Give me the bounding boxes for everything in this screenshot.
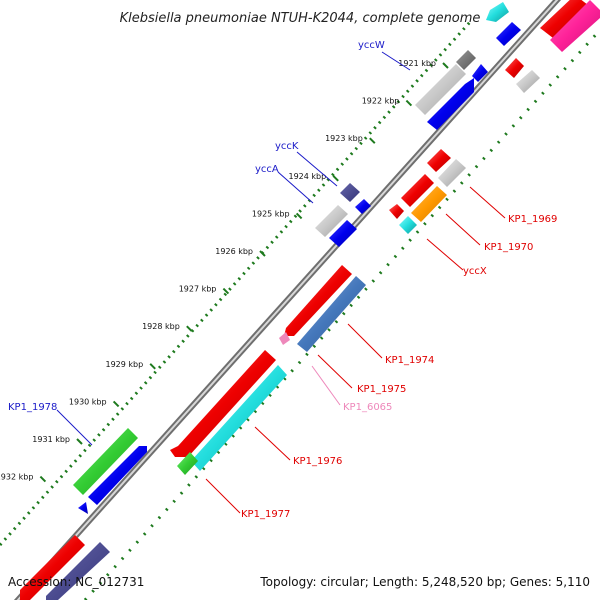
label-KP1_6065[interactable]: KP1_6065 [343, 402, 392, 413]
kbp-tick [76, 438, 83, 445]
outer-tick-track [0, 20, 472, 547]
kbp-tick [222, 287, 230, 295]
map-title: Klebsiella pneumoniae NTUH-K2044, comple… [120, 11, 481, 26]
gene-red-1974[interactable] [284, 265, 352, 336]
gene-red-1921[interactable] [505, 58, 524, 78]
kbp-tick [39, 475, 47, 483]
gene-dgray-1921[interactable] [456, 50, 476, 70]
kbp-tick-label: 1929 kbp [105, 360, 143, 369]
gene-blue-long-1922[interactable] [427, 78, 474, 130]
kbp-tick-label: 1930 kbp [69, 397, 107, 406]
gene-steel-1974[interactable] [297, 276, 366, 352]
kbp-tick-label: 1923 kbp [325, 134, 363, 143]
kbp-tick [112, 400, 120, 408]
label-yccX[interactable]: yccX [463, 266, 487, 277]
gene-cyan-1977[interactable] [191, 365, 287, 471]
gene-blue-yccK[interactable] [355, 199, 371, 214]
label-KP1_1970[interactable]: KP1_1970 [484, 242, 533, 253]
gene-green-1977[interactable] [177, 452, 198, 475]
gene-navy-bottomleft[interactable] [46, 542, 110, 600]
label-yccK[interactable]: yccK [275, 141, 299, 152]
gene-blue-yccA[interactable] [329, 220, 357, 247]
inner-genes [170, 58, 540, 475]
label-KP1_1975[interactable]: KP1_1975 [357, 384, 406, 395]
gene-red-bottomleft[interactable] [20, 535, 85, 600]
gene-cyan-top[interactable] [486, 2, 509, 22]
kbp-tick-label: 1921 kbp [398, 59, 436, 68]
kbp-tick [442, 62, 449, 69]
kbp-tick [186, 325, 193, 332]
kbp-tick-label: 1927 kbp [179, 285, 217, 294]
gene-gray-1969[interactable] [438, 159, 466, 187]
kbp-tick-label: 1925 kbp [252, 209, 290, 218]
inner-tick-track [83, 28, 600, 600]
gene-gray-yccW[interactable] [415, 64, 466, 115]
kbp-tick-label: 1926 kbp [215, 247, 253, 256]
gene-pink-6065[interactable] [279, 332, 290, 345]
gene-green-1978[interactable] [73, 428, 138, 495]
label-KP1_1977[interactable]: KP1_1977 [241, 509, 290, 520]
kbp-tick [332, 175, 339, 182]
gene-labels: yccW yccK yccA KP1_1978 KP1_1969 KP1_197… [8, 40, 557, 520]
gene-red-topright[interactable] [540, 0, 588, 38]
label-KP1_1976[interactable]: KP1_1976 [293, 456, 342, 467]
gene-cyan-yccX[interactable] [399, 216, 417, 234]
gene-blue-1978[interactable] [88, 446, 147, 505]
genome-backbone [13, 0, 562, 600]
gene-red-1976[interactable] [170, 350, 276, 457]
gene-blue-small-1932[interactable] [78, 502, 88, 514]
kbp-tick [259, 250, 266, 257]
kbp-tick-label: 1931 kbp [32, 435, 70, 444]
label-yccW[interactable]: yccW [358, 40, 385, 51]
kbp-tick [405, 99, 413, 107]
kbp-tick [149, 363, 156, 370]
gene-blue-top[interactable] [496, 22, 521, 46]
kbp-tick-label: 1924 kbp [288, 172, 326, 181]
outer-genes [20, 0, 600, 600]
gene-pink-topright[interactable] [550, 0, 600, 52]
gene-orange-1970[interactable] [411, 186, 447, 222]
gene-gray-yccA[interactable] [315, 205, 348, 237]
gene-red-1969c[interactable] [389, 204, 404, 219]
gene-blue-1921[interactable] [472, 64, 488, 82]
accession-text: Accession: NC_012731 [8, 575, 144, 589]
label-KP1_1974[interactable]: KP1_1974 [385, 355, 434, 366]
label-yccA[interactable]: yccA [255, 164, 279, 175]
kbp-tick [369, 137, 376, 144]
kbp-ticks: 1921 kbp 1922 kbp 1923 kbp 1924 kbp 1925 kbp… [0, 59, 449, 483]
kbp-tick-label: 1922 kbp [362, 97, 400, 106]
gene-red-1969b[interactable] [401, 174, 434, 207]
gene-gray-1921-inner[interactable] [516, 70, 540, 93]
gene-red-1969a[interactable] [427, 149, 451, 172]
label-KP1_1978[interactable]: KP1_1978 [8, 402, 57, 413]
gene-navy-yccK[interactable] [340, 183, 360, 202]
genome-summary-text: Topology: circular; Length: 5,248,520 bp… [259, 575, 590, 589]
kbp-tick-label: 1932 kbp [0, 473, 33, 482]
label-leaders [56, 51, 506, 514]
label-KP1_1969[interactable]: KP1_1969 [508, 214, 557, 225]
kbp-tick [295, 212, 303, 220]
kbp-tick-label: 1928 kbp [142, 322, 180, 331]
